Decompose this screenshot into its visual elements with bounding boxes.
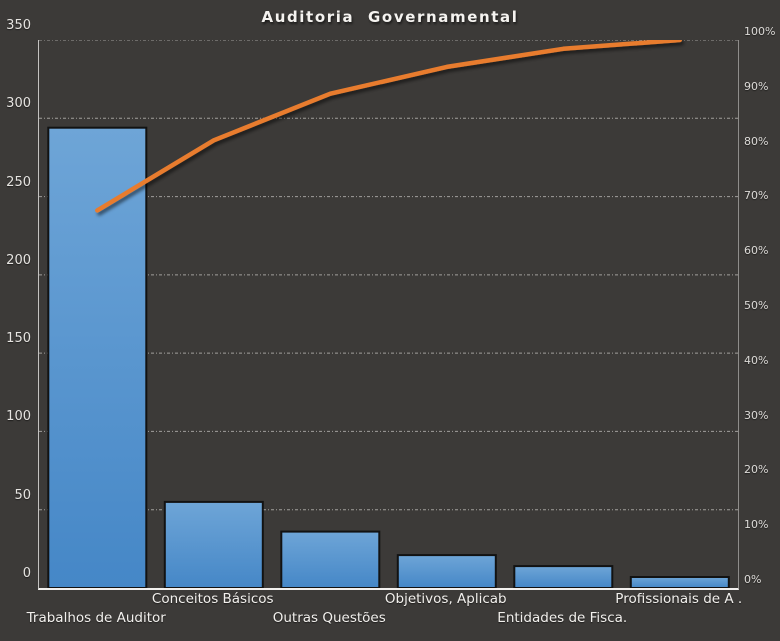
bar-1	[47, 126, 148, 588]
right-axis-tick: 0%	[744, 573, 762, 586]
left-axis-tick: 300	[6, 96, 31, 112]
left-axis-tick: 0	[22, 566, 31, 581]
right-axis-tick: 40%	[744, 353, 769, 367]
right-axis-tick: 10%	[744, 518, 769, 532]
left-axis-tick: 200	[6, 252, 31, 268]
chart-title: Auditoria Governamental	[261, 8, 519, 26]
x-axis-label-5: Entidades de Fisca.	[497, 610, 628, 626]
left-axis-tick: 350	[6, 18, 31, 33]
right-axis-tick: 80%	[744, 134, 769, 148]
x-axis-label-6: Profissionais de A .	[615, 591, 743, 607]
right-axis-tick: 70%	[744, 189, 769, 203]
x-axis-label-2: Conceitos Básicos	[151, 591, 274, 607]
plot-area	[38, 40, 739, 590]
bar-3	[280, 530, 381, 588]
left-axis-tick: 100	[6, 409, 31, 425]
chart-canvas	[39, 40, 738, 588]
x-axis-label-4: Objetivos, Aplicab	[384, 591, 507, 607]
x-axis-label-1: Trabalhos de Auditor	[26, 610, 166, 626]
right-axis-tick: 60%	[744, 244, 769, 258]
right-axis-tick: 90%	[744, 79, 769, 93]
bar-5	[513, 565, 614, 588]
left-axis-tick: 50	[14, 487, 31, 503]
cumulative-line	[95, 40, 683, 213]
left-axis-tick: 150	[6, 331, 31, 347]
bar-2	[163, 500, 264, 588]
right-axis-tick: 100%	[744, 25, 776, 38]
right-axis-tick: 30%	[744, 408, 769, 422]
right-axis-tick: 20%	[744, 463, 769, 477]
bar-6	[629, 576, 730, 588]
bar-4	[396, 554, 497, 588]
left-axis-tick: 250	[6, 174, 31, 190]
right-axis-tick: 50%	[744, 299, 769, 312]
x-axis-label-3: Outras Questões	[272, 610, 386, 626]
